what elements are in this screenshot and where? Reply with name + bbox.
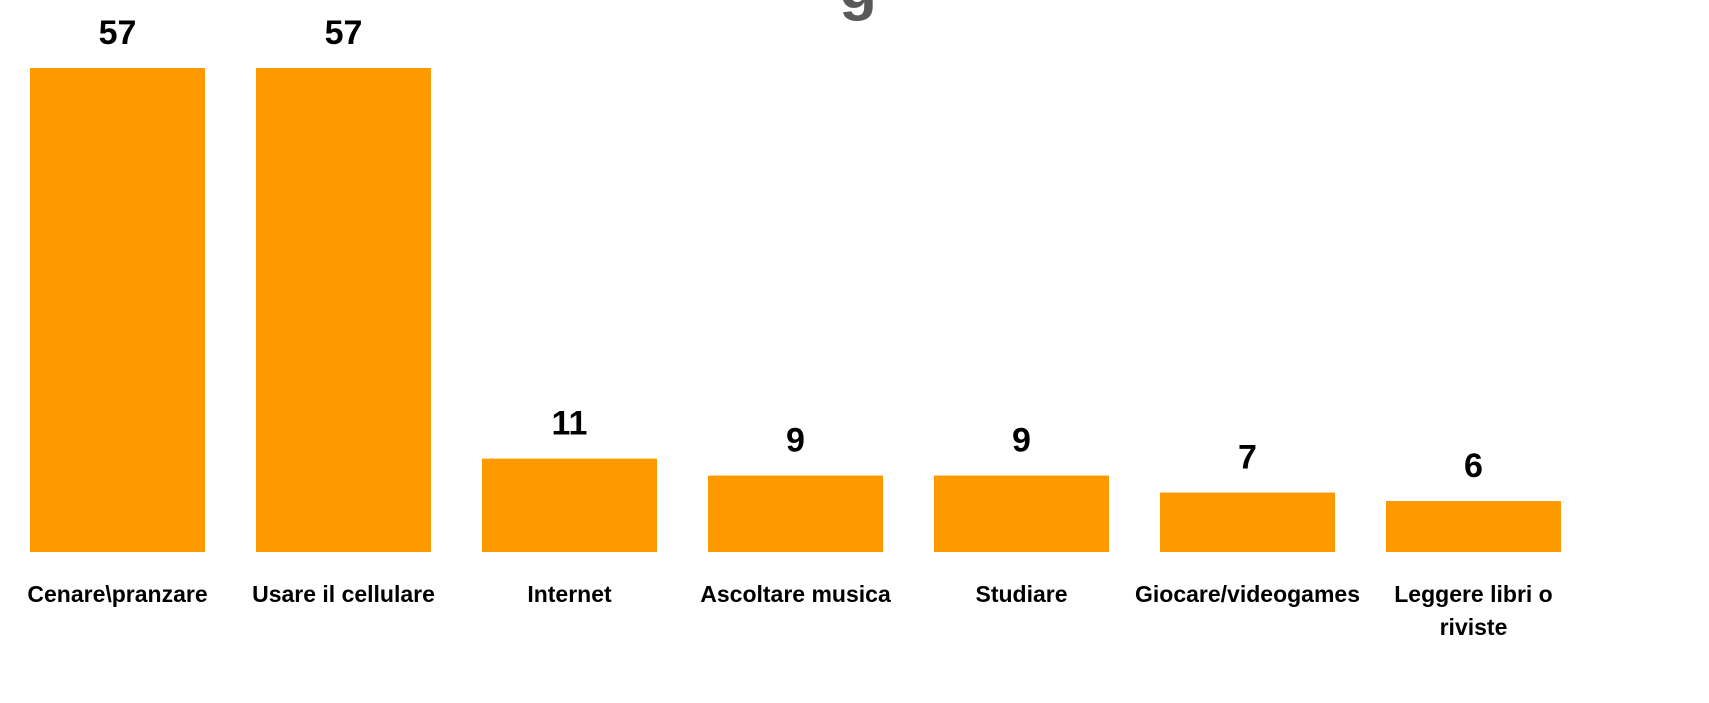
category-label-1: Usare il cellulare (252, 581, 435, 607)
value-label-0: 57 (99, 14, 137, 52)
category-label-2: Internet (527, 581, 612, 607)
value-label-1: 57 (325, 14, 363, 52)
value-label-6: 6 (1464, 447, 1483, 485)
category-label-6-line-0: Leggere libri o (1394, 581, 1552, 607)
bar-6 (1386, 501, 1561, 552)
value-label-3: 9 (786, 422, 805, 460)
bars-group (30, 68, 1561, 552)
bar-1 (256, 68, 431, 552)
value-label-2: 11 (552, 405, 588, 443)
bar-3 (708, 475, 883, 552)
value-label-4: 9 (1012, 422, 1031, 460)
category-labels-group: Cenare\pranzare Usare il cellulare Interne… (27, 581, 1552, 640)
category-label-3: Ascoltare musica (700, 581, 891, 607)
bar-0 (30, 68, 205, 552)
bar-2 (482, 458, 657, 552)
value-label-5: 7 (1238, 439, 1257, 477)
category-label-0: Cenare\pranzare (27, 581, 207, 607)
value-labels-group: 57 57 11 9 9 7 6 (99, 14, 1483, 485)
bar-4 (934, 475, 1109, 552)
category-label-5: Giocare/videogames (1135, 581, 1360, 607)
chart-title-fragment: g (839, 0, 877, 22)
category-label-6-line-1: riviste (1440, 614, 1508, 640)
bar-5 (1160, 492, 1335, 552)
category-label-4: Studiare (975, 581, 1067, 607)
